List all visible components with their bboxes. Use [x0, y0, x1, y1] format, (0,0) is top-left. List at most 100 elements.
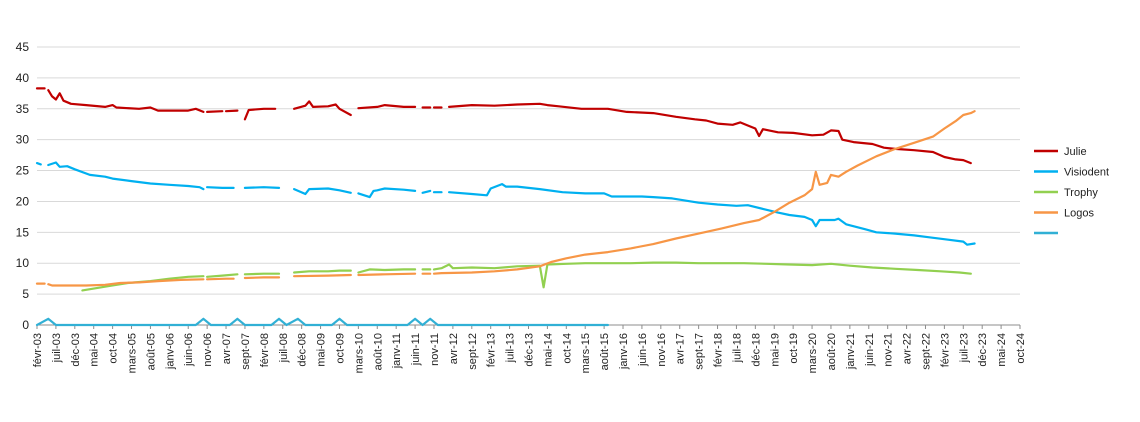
x-tick-label: mars-10 — [353, 333, 365, 373]
x-tick-label: mai-24 — [996, 333, 1008, 367]
x-axis-ticks: févr-03 juil-03 déc-03 mai-04 oct-04 mars-05 a… — [32, 325, 1027, 373]
series-line-segment — [432, 110, 976, 275]
series-line-segment — [293, 100, 352, 117]
x-tick-label: avr-17 — [675, 333, 687, 364]
x-tick-label: déc-08 — [297, 333, 309, 367]
x-tick-label: sept-17 — [694, 333, 706, 370]
x-tick-label: déc-23 — [977, 333, 989, 367]
series-lines — [35, 87, 976, 327]
x-tick-label: août-15 — [599, 333, 611, 370]
x-tick-label: oct-14 — [561, 333, 573, 364]
series-julie — [35, 87, 972, 165]
legend-label: Visiodent — [1064, 167, 1109, 179]
x-tick-label: nov-16 — [656, 333, 668, 367]
y-tick-label: 5 — [22, 287, 29, 301]
x-tick-label: août-05 — [145, 333, 157, 370]
series-line-segment — [293, 269, 352, 274]
legend-label: Trophy — [1064, 187, 1098, 199]
x-tick-label: mai-19 — [769, 333, 781, 367]
series-visiodent — [35, 161, 976, 246]
x-tick-label: déc-18 — [750, 333, 762, 367]
x-tick-label: juil-13 — [505, 333, 517, 363]
x-tick-label: juil-18 — [731, 333, 743, 363]
series-unnamed — [35, 317, 609, 327]
x-tick-label: févr-13 — [486, 333, 498, 367]
x-tick-label: nov-11 — [429, 333, 441, 366]
y-tick-label: 15 — [16, 225, 30, 239]
series-line-segment — [243, 186, 281, 189]
series-line-segment — [81, 275, 205, 292]
series-line-segment — [448, 183, 976, 246]
x-tick-label: mai-09 — [316, 333, 328, 367]
y-axis-ticks: 0 5 10 15 20 25 30 35 40 45 — [16, 40, 30, 332]
x-tick-label: avr-12 — [448, 333, 460, 364]
legend-item: Logos — [1034, 208, 1094, 220]
series-line-segment — [448, 102, 972, 165]
legend-item: Trophy — [1034, 187, 1098, 199]
x-tick-label: févr-18 — [713, 333, 725, 367]
series-trophy — [81, 261, 972, 292]
series-line-segment — [206, 273, 239, 278]
series-line-segment — [357, 104, 417, 110]
series-line-segment — [357, 272, 417, 277]
x-tick-label: oct-24 — [1015, 333, 1027, 364]
y-tick-label: 30 — [16, 133, 30, 147]
series-line-segment — [206, 110, 224, 113]
x-tick-label: oct-19 — [788, 333, 800, 364]
series-line-segment — [357, 187, 417, 199]
y-tick-label: 25 — [16, 164, 30, 178]
series-line-segment — [35, 162, 42, 166]
y-tick-label: 0 — [22, 318, 29, 332]
y-tick-label: 20 — [16, 194, 30, 208]
x-tick-label: oct-04 — [108, 333, 120, 364]
series-line-segment — [243, 272, 281, 276]
series-line-segment — [224, 109, 239, 113]
x-tick-label: févr-03 — [32, 333, 44, 367]
x-tick-label: mars-20 — [807, 333, 819, 373]
x-tick-label: janv-16 — [618, 333, 630, 370]
x-tick-label: juin-11 — [410, 333, 422, 366]
series-line-segment — [432, 261, 972, 289]
x-tick-label: juil-08 — [278, 333, 290, 363]
y-tick-label: 35 — [16, 102, 30, 116]
series-line-segment — [243, 107, 277, 121]
x-tick-label: juil-03 — [51, 333, 63, 363]
gridlines — [37, 46, 1020, 326]
legend-item: Julie — [1034, 146, 1087, 158]
y-tick-label: 45 — [16, 40, 30, 54]
x-tick-label: mars-05 — [127, 333, 139, 373]
x-tick-label: nov-21 — [883, 333, 895, 367]
legend-label: Julie — [1064, 146, 1087, 158]
x-tick-label: oct-09 — [334, 333, 346, 364]
x-tick-label: juil-23 — [958, 333, 970, 363]
y-tick-label: 40 — [16, 71, 30, 85]
x-tick-label: sept-22 — [920, 333, 932, 370]
series-line-segment — [206, 186, 235, 189]
series-line-segment — [357, 268, 417, 274]
series-line-segment — [35, 317, 609, 327]
legend: Julie Visiodent Trophy Logos — [1034, 146, 1109, 235]
x-tick-label: nov-06 — [202, 333, 214, 367]
x-tick-label: juin-21 — [864, 333, 876, 367]
series-logos — [35, 110, 976, 287]
x-tick-label: mai-14 — [542, 333, 554, 367]
x-tick-label: juin-16 — [637, 333, 649, 367]
x-tick-label: févr-08 — [259, 333, 271, 367]
x-tick-label: avr-22 — [902, 333, 914, 364]
x-tick-label: août-10 — [372, 333, 384, 370]
series-line-segment — [47, 89, 205, 113]
x-tick-label: déc-13 — [524, 333, 536, 367]
x-tick-label: août-20 — [826, 333, 838, 370]
x-tick-label: sept-07 — [240, 333, 252, 370]
x-tick-label: janv-11 — [391, 333, 403, 369]
x-tick-label: avr-07 — [221, 333, 233, 364]
x-tick-label: févr-23 — [939, 333, 951, 367]
series-line-segment — [421, 189, 432, 194]
y-tick-label: 10 — [16, 256, 30, 270]
series-line-segment — [206, 277, 235, 281]
x-tick-label: sept-12 — [467, 333, 479, 370]
x-tick-label: mai-04 — [89, 333, 101, 367]
series-line-segment — [293, 273, 352, 278]
